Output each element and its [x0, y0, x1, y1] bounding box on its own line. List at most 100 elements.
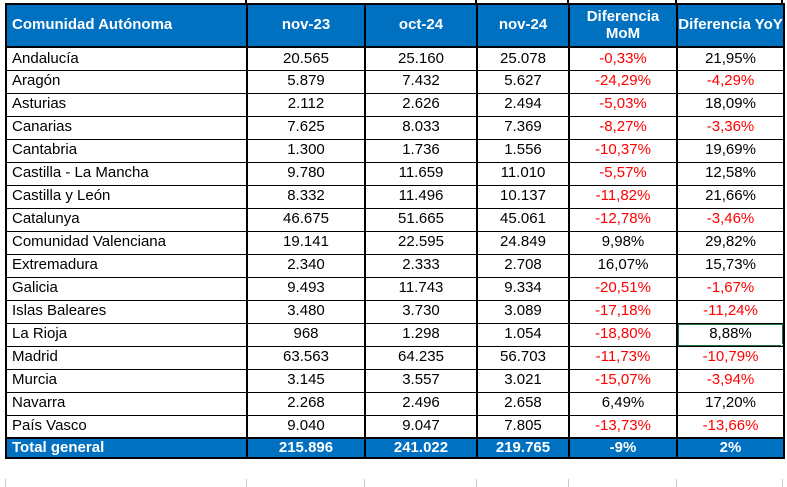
cell-mom[interactable]: -13,73% [568, 414, 678, 439]
col-header-diferencia-yoy[interactable]: Diferencia YoY [676, 3, 785, 48]
cell-nov23[interactable]: 19.141 [246, 230, 366, 255]
cell-nov24[interactable]: 24.849 [476, 230, 570, 255]
cell-yoy[interactable]: 21,66% [676, 184, 785, 209]
cell-nov23[interactable]: 2.112 [246, 92, 366, 117]
cell-oct24[interactable]: 9.047 [364, 414, 478, 439]
cell-yoy[interactable]: 12,58% [676, 161, 785, 186]
cell-nov24[interactable]: 45.061 [476, 207, 570, 232]
cell-region[interactable]: Asturias [5, 92, 248, 117]
cell-nov24[interactable]: 5.627 [476, 69, 570, 94]
cell-yoy[interactable]: -11,24% [676, 299, 785, 324]
cell-region[interactable]: Comunidad Valenciana [5, 230, 248, 255]
cell-mom[interactable]: -20,51% [568, 276, 678, 301]
cell-yoy[interactable]: 29,82% [676, 230, 785, 255]
cell-nov24[interactable]: 11.010 [476, 161, 570, 186]
cell-yoy[interactable]: -3,94% [676, 368, 785, 393]
cell-oct24[interactable]: 2.496 [364, 391, 478, 416]
col-header-comunidad[interactable]: Comunidad Autónoma [5, 3, 248, 48]
cell-nov24[interactable]: 2.658 [476, 391, 570, 416]
cell-oct24[interactable]: 11.659 [364, 161, 478, 186]
cell-region[interactable]: Galicia [5, 276, 248, 301]
cell-mom[interactable]: 9,98% [568, 230, 678, 255]
cell-mom[interactable]: -15,07% [568, 368, 678, 393]
col-header-diferencia-mom[interactable]: Diferencia MoM [568, 3, 678, 48]
cell-nov23[interactable]: 63.563 [246, 345, 366, 370]
cell-nov23[interactable]: 8.332 [246, 184, 366, 209]
cell-nov23[interactable]: 2.340 [246, 253, 366, 278]
cell-nov24[interactable]: 10.137 [476, 184, 570, 209]
col-header-nov23[interactable]: nov-23 [246, 3, 366, 48]
cell-oct24[interactable]: 7.432 [364, 69, 478, 94]
col-header-oct24[interactable]: oct-24 [364, 3, 478, 48]
cell-nov24[interactable]: 2.494 [476, 92, 570, 117]
cell-oct24[interactable]: 11.743 [364, 276, 478, 301]
cell-nov24[interactable]: 7.805 [476, 414, 570, 439]
cell-yoy[interactable]: -13,66% [676, 414, 785, 439]
total-nov24[interactable]: 219.765 [476, 437, 570, 459]
cell-region[interactable]: Catalunya [5, 207, 248, 232]
cell-oct24[interactable]: 3.730 [364, 299, 478, 324]
cell-region[interactable]: Navarra [5, 391, 248, 416]
cell-yoy[interactable]: 17,20% [676, 391, 785, 416]
cell-region[interactable]: Murcia [5, 368, 248, 393]
cell-nov24[interactable]: 3.021 [476, 368, 570, 393]
cell-yoy[interactable]: 19,69% [676, 138, 785, 163]
cell-mom[interactable]: -17,18% [568, 299, 678, 324]
cell-mom[interactable]: -8,27% [568, 115, 678, 140]
cell-region[interactable]: Extremadura [5, 253, 248, 278]
cell-nov24[interactable]: 25.078 [476, 46, 570, 71]
cell-nov24[interactable]: 1.556 [476, 138, 570, 163]
cell-yoy[interactable]: -1,67% [676, 276, 785, 301]
cell-oct24[interactable]: 2.333 [364, 253, 478, 278]
cell-nov23[interactable]: 968 [246, 322, 366, 347]
col-header-nov24[interactable]: nov-24 [476, 3, 570, 48]
cell-nov23[interactable]: 9.040 [246, 414, 366, 439]
cell-mom[interactable]: 16,07% [568, 253, 678, 278]
cell-nov23[interactable]: 3.480 [246, 299, 366, 324]
cell-region[interactable]: Castilla - La Mancha [5, 161, 248, 186]
cell-nov23[interactable]: 9.780 [246, 161, 366, 186]
cell-mom[interactable]: -0,33% [568, 46, 678, 71]
cell-oct24[interactable]: 3.557 [364, 368, 478, 393]
cell-yoy[interactable]: -3,46% [676, 207, 785, 232]
cell-region[interactable]: Islas Baleares [5, 299, 248, 324]
cell-nov23[interactable]: 2.268 [246, 391, 366, 416]
cell-yoy[interactable]: -10,79% [676, 345, 785, 370]
cell-oct24[interactable]: 1.298 [364, 322, 478, 347]
cell-region[interactable]: Andalucía [5, 46, 248, 71]
total-nov23[interactable]: 215.896 [246, 437, 366, 459]
cell-mom[interactable]: 6,49% [568, 391, 678, 416]
cell-region[interactable]: Cantabria [5, 138, 248, 163]
cell-yoy[interactable]: 21,95% [676, 46, 785, 71]
cell-region[interactable]: Canarias [5, 115, 248, 140]
cell-yoy[interactable]: 8,88% [676, 322, 785, 347]
cell-oct24[interactable]: 25.160 [364, 46, 478, 71]
cell-mom[interactable]: -10,37% [568, 138, 678, 163]
total-label[interactable]: Total general [5, 437, 248, 459]
cell-region[interactable]: Madrid [5, 345, 248, 370]
cell-nov24[interactable]: 1.054 [476, 322, 570, 347]
cell-mom[interactable]: -11,73% [568, 345, 678, 370]
total-yoy[interactable]: 2% [676, 437, 785, 459]
cell-mom[interactable]: -18,80% [568, 322, 678, 347]
cell-oct24[interactable]: 8.033 [364, 115, 478, 140]
cell-nov24[interactable]: 3.089 [476, 299, 570, 324]
cell-nov23[interactable]: 20.565 [246, 46, 366, 71]
cell-region[interactable]: La Rioja [5, 322, 248, 347]
cell-nov24[interactable]: 9.334 [476, 276, 570, 301]
cell-region[interactable]: Aragón [5, 69, 248, 94]
fill-handle-icon[interactable] [781, 343, 782, 345]
cell-region[interactable]: País Vasco [5, 414, 248, 439]
cell-nov23[interactable]: 46.675 [246, 207, 366, 232]
cell-yoy[interactable]: -4,29% [676, 69, 785, 94]
cell-nov23[interactable]: 5.879 [246, 69, 366, 94]
cell-yoy[interactable]: -3,36% [676, 115, 785, 140]
cell-oct24[interactable]: 2.626 [364, 92, 478, 117]
cell-oct24[interactable]: 51.665 [364, 207, 478, 232]
cell-nov23[interactable]: 7.625 [246, 115, 366, 140]
cell-nov23[interactable]: 3.145 [246, 368, 366, 393]
cell-mom[interactable]: -5,03% [568, 92, 678, 117]
cell-oct24[interactable]: 11.496 [364, 184, 478, 209]
cell-mom[interactable]: -11,82% [568, 184, 678, 209]
cell-nov23[interactable]: 9.493 [246, 276, 366, 301]
